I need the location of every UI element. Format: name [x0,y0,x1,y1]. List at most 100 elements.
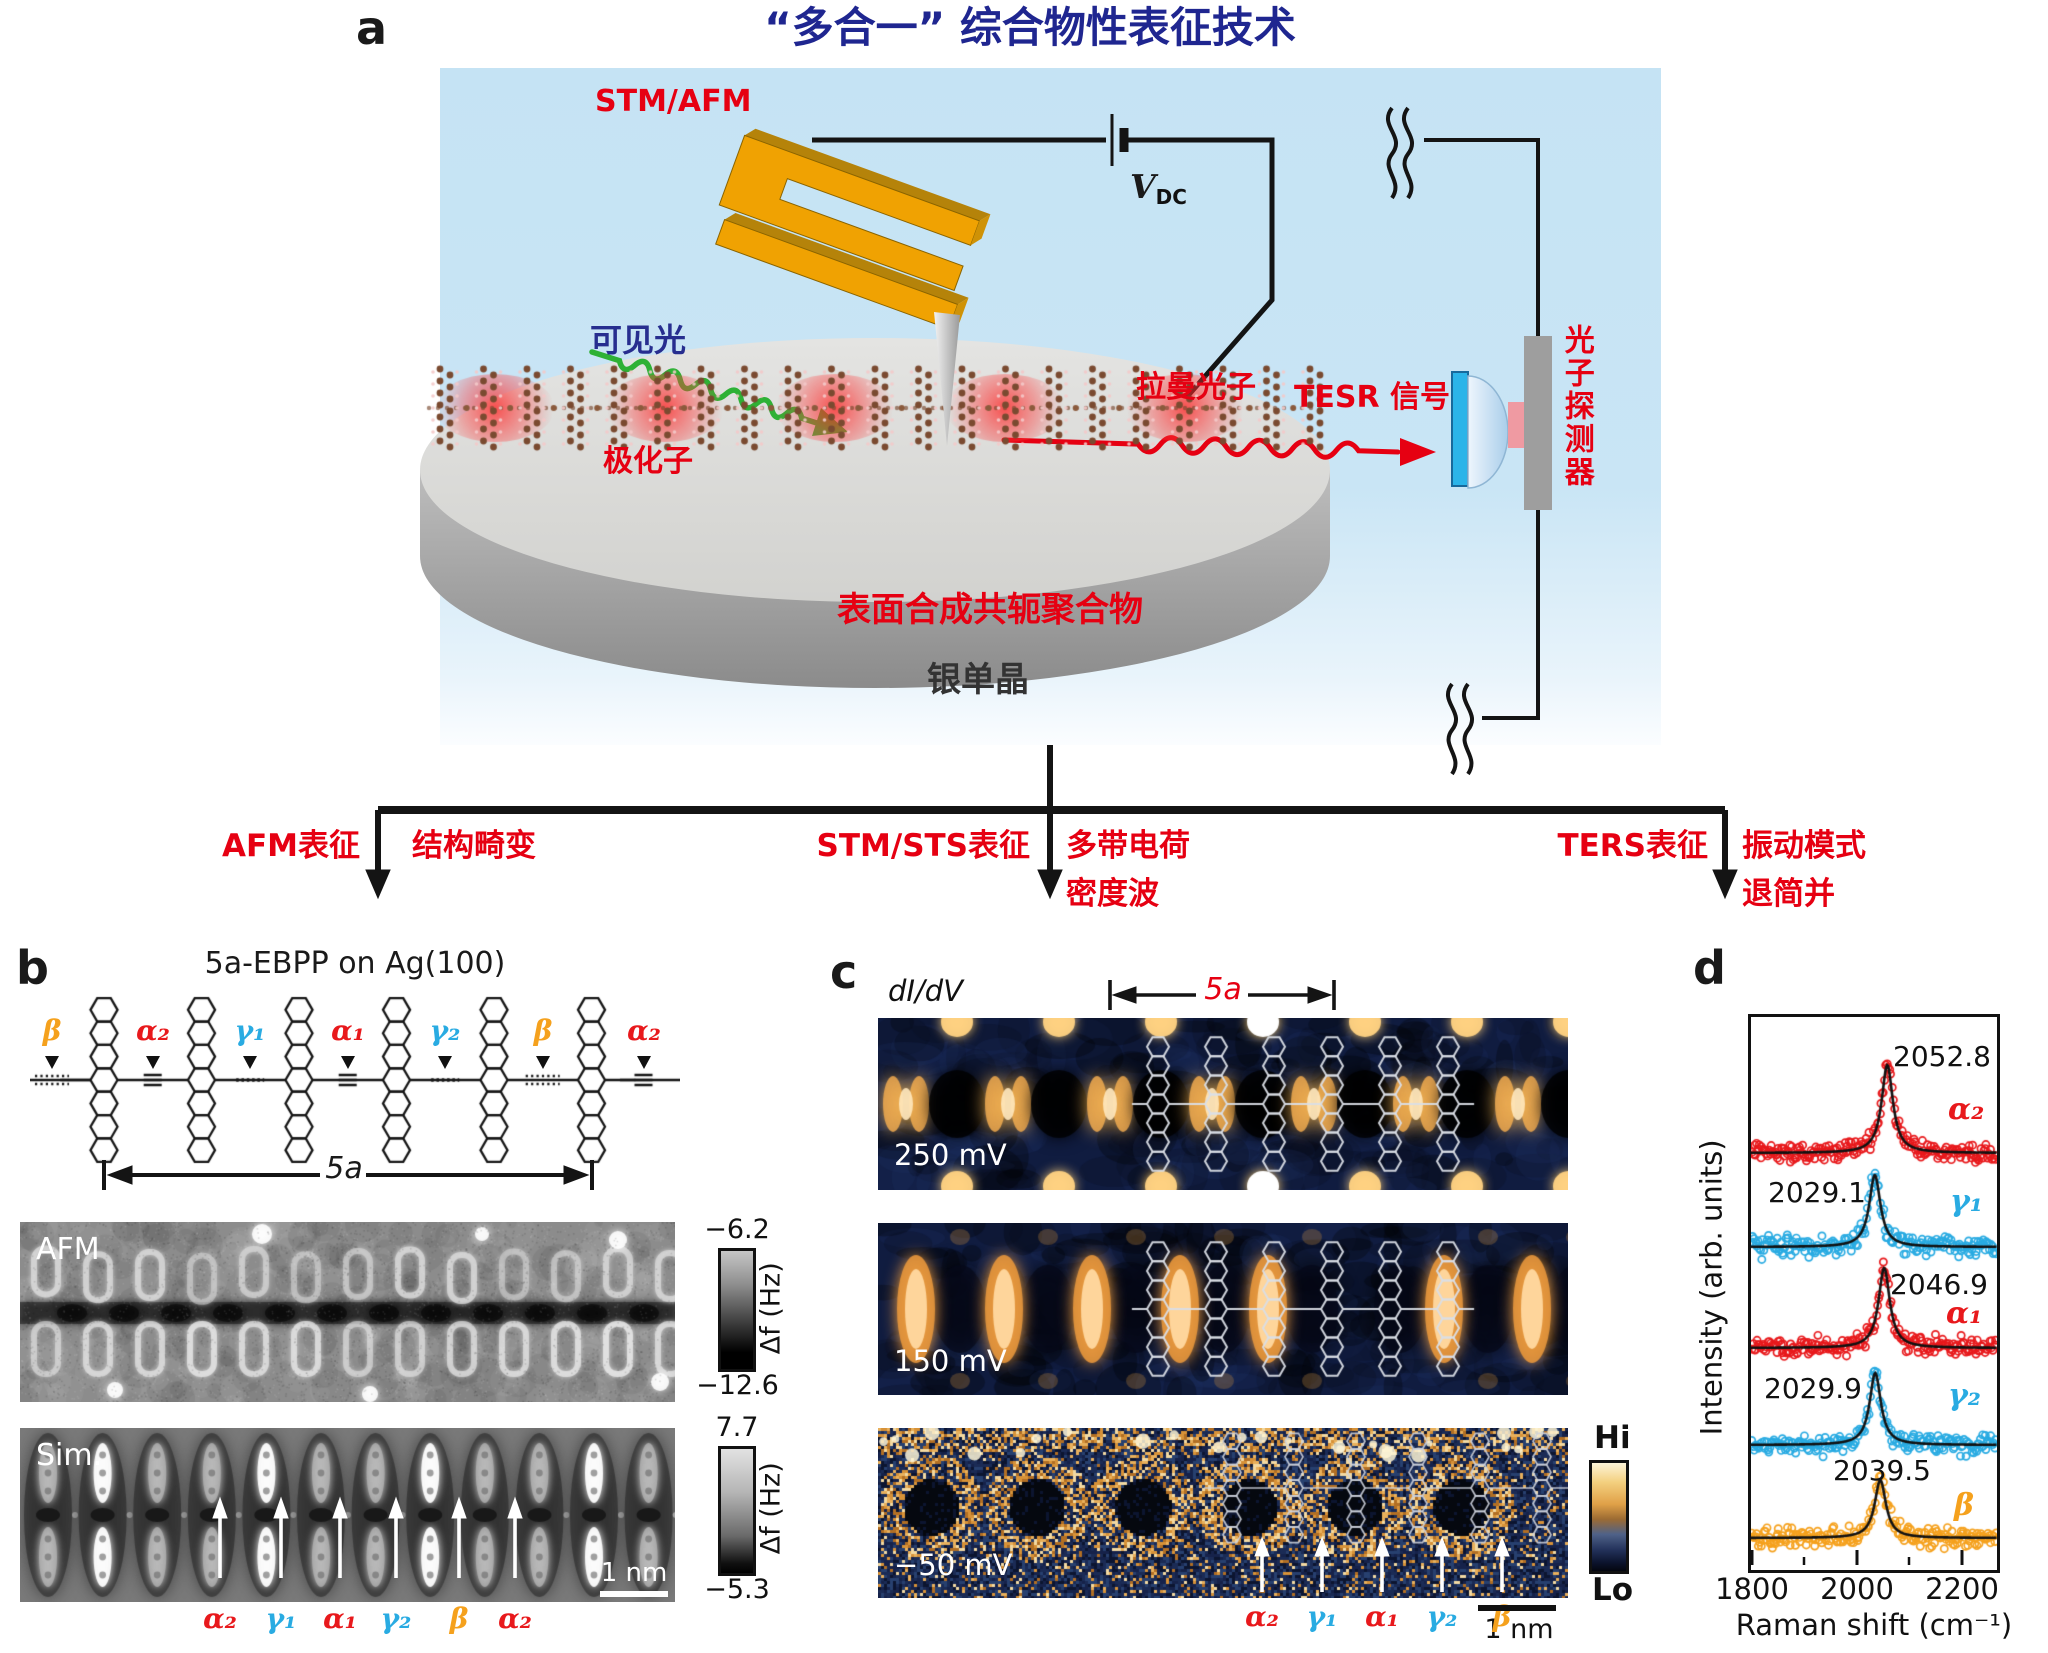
didv-label: dI/dV [888,974,963,1008]
detector-bar [1524,336,1552,510]
bond-arrow-icon [637,1056,651,1069]
afm-image-title: AFM [36,1232,100,1267]
bond-arrow-icon [45,1056,59,1069]
mode-label: α₂ [498,1602,532,1635]
c-colorbar [1589,1460,1629,1574]
sim-colorbar-min: −5.3 [704,1574,770,1605]
didv-map-250mv [878,1018,1568,1190]
bias-sub: DC [1155,185,1187,209]
raman-photon-label: 拉曼光子 [1136,370,1256,405]
d-xlabel: Raman shift (cm⁻¹) [1735,1608,2013,1642]
peak-value-g1: 2029.1 [1768,1176,1866,1209]
figure-title: “多合一” 综合物性表征技术 [764,3,1296,52]
flow-arrows [365,745,1738,900]
c-colorbar-lo: Lo [1592,1572,1634,1608]
cantilever [715,128,991,330]
series-name-a2: α₂ [1948,1092,1985,1127]
polaron-label: 极化子 [603,444,693,479]
collection-lens-icon [1451,371,1509,489]
bond-arrow-icon [243,1056,257,1069]
series-name-a1: α₁ [1946,1296,1983,1331]
branch-ters-method: TERS表征 [1557,828,1708,864]
series-name-b: β [1954,1488,1974,1523]
d-xtick-2000: 2000 [1820,1572,1894,1606]
sim-afm-image [20,1428,675,1602]
detector-window [1508,402,1526,448]
mode-label: α₂ [203,1602,237,1635]
sim-colorbar [718,1446,756,1576]
branch-afm-method: AFM表征 [221,828,360,864]
visible-light-label: 可见光 [589,321,686,359]
branch-ters-result1: 振动模式 [1742,828,1866,864]
sim-scalebar-label: 1 nm [600,1558,668,1588]
didv-map-150mv [878,1223,1568,1395]
mode-label: α₂ [1245,1600,1279,1633]
bond-label: β [533,1014,553,1047]
afm-colorbar-max: −6.2 [704,1214,770,1245]
bond-arrow-icon [146,1056,160,1069]
panel-a-letter: a [356,1,388,55]
d-ylabel: Intensity (arb. units) [1694,1139,1729,1436]
bond-label: α₁ [331,1014,365,1047]
d-xtick-2200: 2200 [1925,1572,1999,1606]
peak-value-b: 2039.5 [1833,1454,1931,1487]
polymer-chain-image [425,360,1325,455]
tesr-signal-label: TESR 信号 [1293,380,1451,415]
afm-colorbar-min: −12.6 [696,1370,779,1401]
branch-stm-result1: 多带电荷 [1066,828,1190,864]
probe-label: STM/AFM [595,84,752,119]
branch-stm-result2: 密度波 [1066,876,1159,912]
sim-colorbar-unit: Δf (Hz) [755,1462,787,1555]
mode-label: β [449,1602,469,1635]
bond-label: α₂ [136,1014,170,1047]
series-name-g2: γ₂ [1948,1378,1981,1413]
afm-colorbar-unit: Δf (Hz) [755,1262,787,1355]
mode-label: γ₁ [265,1602,297,1635]
d-xtick-1800: 1800 [1715,1572,1789,1606]
c-scalebar-label: 1 nm [1484,1614,1554,1645]
bond-arrow-icon [438,1056,452,1069]
bias-150mv-label: 150 mV [894,1344,1007,1378]
panel-c-letter: c [830,945,858,999]
raman-spectra-plot [1751,1017,1997,1567]
branch-afm-result: 结构畸变 [412,828,536,864]
mode-label: γ₁ [1306,1600,1338,1633]
wire-break-icon [1385,106,1399,200]
bias-circuit-wire [812,114,1275,400]
panel-b-title: 5a-EBPP on Ag(100) [204,946,506,981]
panel-d-letter: d [1693,941,1726,995]
bias-250mv-label: 250 mV [894,1138,1007,1172]
bond-label: β [42,1014,62,1047]
bias-v: V [1130,167,1156,206]
substrate-label: 银单晶 [927,660,1029,700]
c-colorbar-hi: Hi [1594,1420,1631,1456]
bias-voltage-label: VDC [1130,167,1187,209]
panel-b-letter: b [16,941,49,995]
branch-ters-result2: 退简并 [1742,876,1835,912]
sim-image-title: Sim. [36,1438,103,1473]
peak-value-a1: 2046.9 [1890,1268,1988,1301]
peak-value-a2: 2052.8 [1893,1040,1991,1073]
branch-stm-method: STM/STS表征 [816,828,1030,864]
afm-image [20,1222,675,1402]
mode-label: β [1492,1600,1512,1633]
series-name-g1: γ₁ [1950,1184,1983,1219]
bond-arrow-icon [536,1056,550,1069]
bias-neg50mv-label: −50 mV [894,1548,1013,1582]
c-span-label: 5a [1204,972,1242,1007]
bond-arrow-icon [341,1056,355,1069]
b-span-label: 5a [325,1151,363,1186]
wire-break-icon [1445,682,1459,776]
photon-detector-label: 光子探测器 [1558,324,1594,489]
molecule-structure-drawing [30,995,680,1165]
mode-label: γ₂ [1426,1600,1458,1633]
peak-value-g2: 2029.9 [1764,1372,1862,1405]
bond-label: γ₁ [234,1014,266,1047]
mode-label: α₁ [323,1602,357,1635]
afm-colorbar [718,1248,756,1372]
mode-label: γ₂ [380,1602,412,1635]
mode-label: α₁ [1365,1600,1399,1633]
bond-label: γ₂ [429,1014,461,1047]
